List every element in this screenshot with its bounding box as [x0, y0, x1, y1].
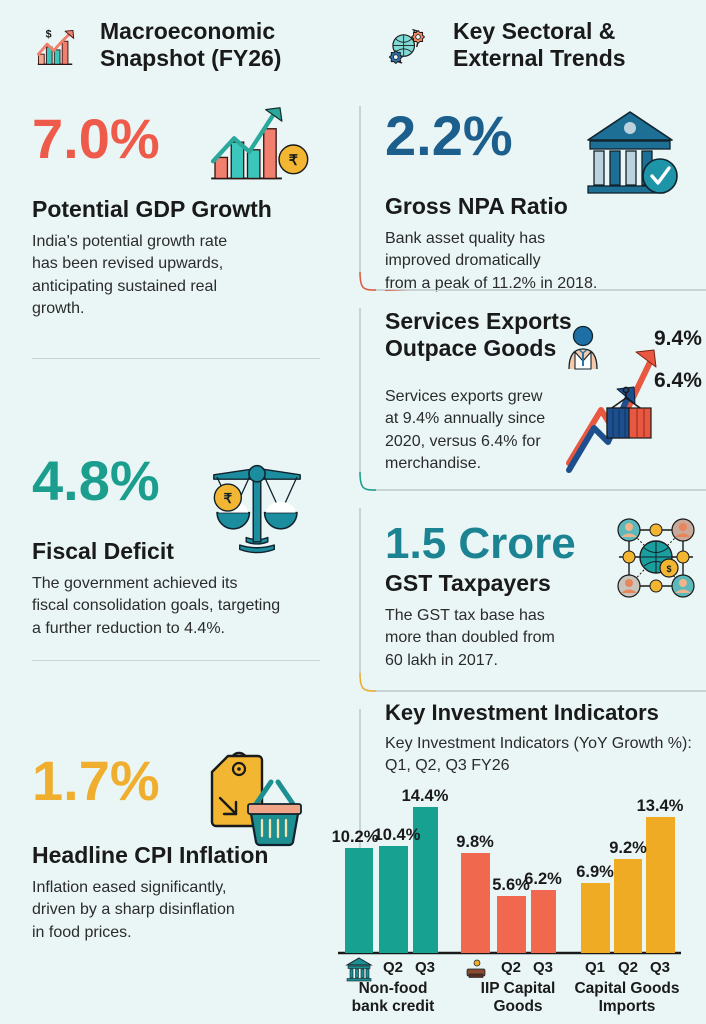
svg-text:9.2%: 9.2% [609, 839, 647, 857]
svg-text:Capital Goods: Capital Goods [574, 980, 679, 997]
svg-text:Q3: Q3 [533, 959, 553, 976]
svg-text:Q2: Q2 [501, 959, 521, 976]
svg-text:14.4%: 14.4% [402, 787, 449, 805]
svg-text:IIP Capital: IIP Capital [481, 980, 556, 997]
svg-text:9.8%: 9.8% [456, 833, 494, 851]
svg-text:Q2: Q2 [383, 959, 403, 976]
svg-text:₹: ₹ [289, 153, 298, 169]
svg-text:6.9%: 6.9% [576, 863, 614, 881]
svg-text:6.2%: 6.2% [524, 870, 562, 888]
svg-text:Q1: Q1 [585, 959, 605, 976]
svg-text:$: $ [46, 29, 52, 41]
svg-text:Imports: Imports [599, 998, 656, 1015]
svg-text:₹: ₹ [224, 491, 233, 506]
svg-text:10.4%: 10.4% [374, 826, 421, 844]
svg-text:Q3: Q3 [415, 959, 435, 976]
svg-text:Q3: Q3 [650, 959, 670, 976]
svg-text:Goods: Goods [493, 998, 542, 1015]
svg-text:5.6%: 5.6% [492, 876, 530, 894]
svg-text:bank credit: bank credit [352, 998, 435, 1015]
svg-text:Q2: Q2 [618, 959, 638, 976]
svg-text:13.4%: 13.4% [637, 797, 684, 815]
svg-text:Non-food: Non-food [359, 980, 428, 997]
